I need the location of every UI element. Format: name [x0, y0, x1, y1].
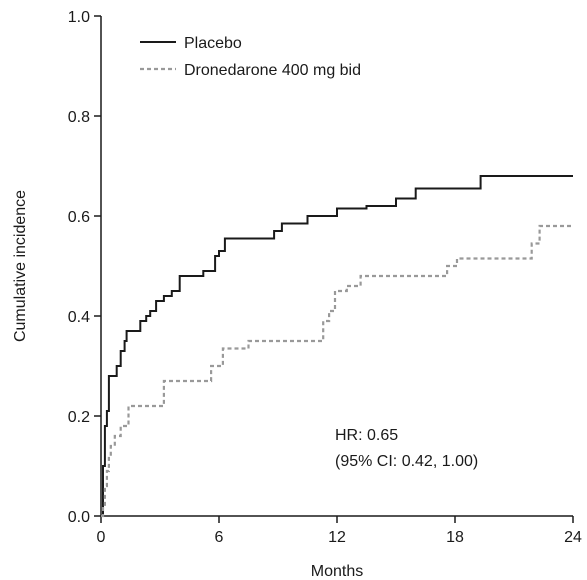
legend-label-dronedarone: Dronedarone 400 mg bid [184, 62, 361, 79]
y-axis-label: Cumulative incidence [12, 190, 29, 342]
y-tick-label: 0.6 [68, 209, 90, 226]
ticks: 0 6 12 18 24 0.0 0.2 0.4 0.6 0.8 1.0 [68, 9, 582, 546]
legend: Placebo Dronedarone 400 mg bid [140, 35, 361, 79]
dronedarone-curve [101, 224, 573, 518]
y-tick-label: 1.0 [68, 9, 90, 26]
placebo-curve [101, 175, 573, 517]
legend-label-placebo: Placebo [184, 35, 242, 52]
x-tick-label: 0 [97, 529, 106, 546]
y-tick-label: 0.4 [68, 309, 90, 326]
x-tick-label: 24 [564, 529, 582, 546]
hazard-ratio-text: HR: 0.65 [335, 427, 398, 444]
x-tick-label: 12 [328, 529, 346, 546]
y-tick-label: 0.2 [68, 409, 90, 426]
hazard-ratio-annotation: HR: 0.65 (95% CI: 0.42, 1.00) [335, 427, 478, 470]
confidence-interval-text: (95% CI: 0.42, 1.00) [335, 453, 478, 470]
y-tick-label: 0.8 [68, 109, 90, 126]
x-tick-label: 6 [215, 529, 224, 546]
x-tick-label: 18 [446, 529, 464, 546]
x-axis-label: Months [311, 563, 363, 580]
series-layer [101, 175, 573, 518]
y-tick-label: 0.0 [68, 509, 90, 526]
